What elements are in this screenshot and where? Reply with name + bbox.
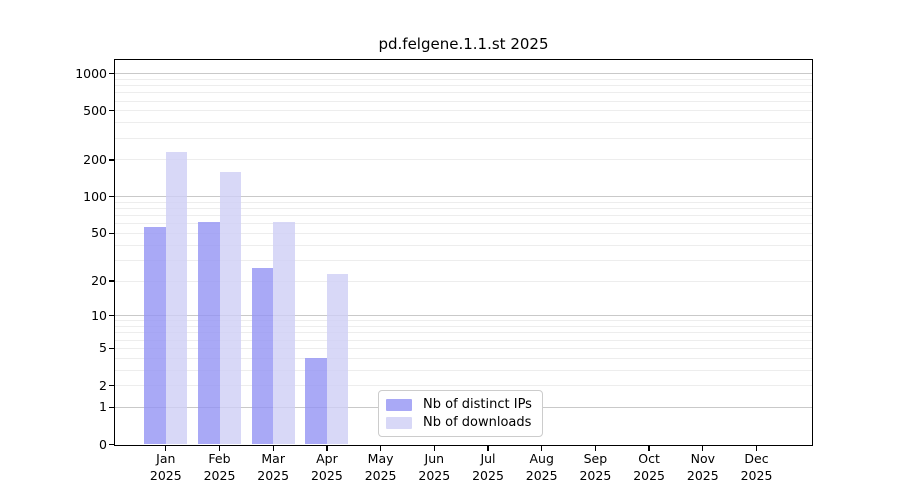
y-tick-label: 200 xyxy=(83,151,107,167)
x-tick-label: Feb 2025 xyxy=(203,451,236,483)
gridline-minor xyxy=(115,326,812,328)
y-tick-label: 2 xyxy=(99,377,107,393)
x-tick-mark xyxy=(326,445,328,451)
bar-downloads-feb xyxy=(219,171,241,445)
bar-downloads-apr xyxy=(326,273,349,445)
legend-label-downloads: Nb of downloads xyxy=(423,415,532,430)
bar-distinct-ips-apr xyxy=(305,358,327,445)
gridline-major xyxy=(115,196,812,198)
gridline-minor xyxy=(115,385,812,387)
y-tick-mark xyxy=(109,384,114,387)
gridline-minor xyxy=(115,244,812,246)
x-tick-mark xyxy=(487,445,489,451)
x-tick-mark xyxy=(702,445,704,451)
gridline-major xyxy=(115,73,812,75)
x-tick-label: Apr 2025 xyxy=(310,451,343,483)
y-tick-label: 500 xyxy=(83,102,107,118)
x-tick-mark xyxy=(272,445,274,451)
x-tick-label: May 2025 xyxy=(364,451,397,483)
gridline-minor xyxy=(115,347,812,349)
chart-title: pd.felgene.1.1.st 2025 xyxy=(378,35,549,53)
x-tick-label: Nov 2025 xyxy=(686,451,719,483)
y-tick-label: 5 xyxy=(99,340,107,356)
y-tick-label: 1000 xyxy=(75,65,107,81)
x-tick-label: Aug 2025 xyxy=(525,451,558,483)
x-tick-mark xyxy=(165,445,167,451)
plot-area xyxy=(115,60,812,445)
y-tick-mark xyxy=(109,232,114,235)
gridline-minor xyxy=(115,259,812,261)
gridline-minor xyxy=(115,100,812,102)
y-tick-mark xyxy=(109,406,114,408)
bar-downloads-mar xyxy=(273,222,295,445)
bar-distinct-ips-jan xyxy=(144,226,166,445)
y-tick-mark xyxy=(109,196,114,198)
gridline-minor xyxy=(115,85,812,87)
gridline-minor xyxy=(115,280,812,282)
y-tick-mark xyxy=(109,315,114,317)
gridline-minor xyxy=(115,339,812,341)
bar-distinct-ips-feb xyxy=(198,222,220,445)
x-tick-mark xyxy=(755,445,758,451)
y-tick-label: 50 xyxy=(91,225,107,241)
x-tick-label: Jan 2025 xyxy=(149,451,182,483)
x-tick-label: Sep 2025 xyxy=(579,451,612,483)
x-tick-label: Jul 2025 xyxy=(472,451,504,483)
legend-item-distinct-ips: Nb of distinct IPs xyxy=(386,396,534,413)
gridline-minor xyxy=(115,369,812,371)
gridline-minor xyxy=(115,122,812,124)
gridline-minor xyxy=(115,201,812,203)
y-tick-label: 1 xyxy=(99,399,107,415)
x-tick-mark xyxy=(594,445,597,451)
legend-label-distinct-ips: Nb of distinct IPs xyxy=(423,397,532,412)
y-tick-label: 20 xyxy=(91,273,107,289)
x-tick-label: Mar 2025 xyxy=(257,451,290,483)
gridline-minor xyxy=(115,223,812,225)
bar-distinct-ips-mar xyxy=(251,267,274,445)
y-tick-label: 100 xyxy=(83,188,107,204)
y-tick-mark xyxy=(109,443,114,446)
x-tick-mark xyxy=(218,445,221,451)
gridline-minor xyxy=(115,137,812,139)
gridline-minor xyxy=(115,110,812,112)
legend-swatch-downloads xyxy=(386,416,412,429)
gridline-minor xyxy=(115,159,812,161)
y-tick-mark xyxy=(109,159,114,161)
legend-swatch-distinct-ips xyxy=(386,398,412,411)
y-tick-mark xyxy=(109,347,114,349)
x-tick-mark xyxy=(433,445,435,451)
gridline-minor xyxy=(115,92,812,94)
legend-item-downloads: Nb of downloads xyxy=(386,414,534,431)
x-tick-label: Dec 2025 xyxy=(740,451,773,483)
bar-downloads-jan xyxy=(165,151,188,445)
gridline-minor xyxy=(115,332,812,334)
gridline-minor xyxy=(115,215,812,217)
x-tick-label: Jun 2025 xyxy=(418,451,451,483)
gridline-minor xyxy=(115,357,812,359)
gridline-minor xyxy=(115,208,812,210)
y-tick-mark xyxy=(109,280,114,282)
gridline-minor xyxy=(115,320,812,322)
x-tick-mark xyxy=(541,445,543,451)
x-tick-mark xyxy=(648,445,650,451)
y-tick-label: 10 xyxy=(91,307,107,323)
chart-legend: Nb of distinct IPs Nb of downloads xyxy=(378,390,543,437)
x-tick-label: Oct 2025 xyxy=(633,451,665,483)
gridline-major xyxy=(115,315,812,317)
y-tick-mark xyxy=(109,72,114,75)
y-tick-mark xyxy=(109,110,114,112)
y-tick-label: 0 xyxy=(99,436,107,452)
gridline-minor xyxy=(115,78,812,80)
x-tick-mark xyxy=(379,445,382,451)
gridline-minor xyxy=(115,232,812,234)
